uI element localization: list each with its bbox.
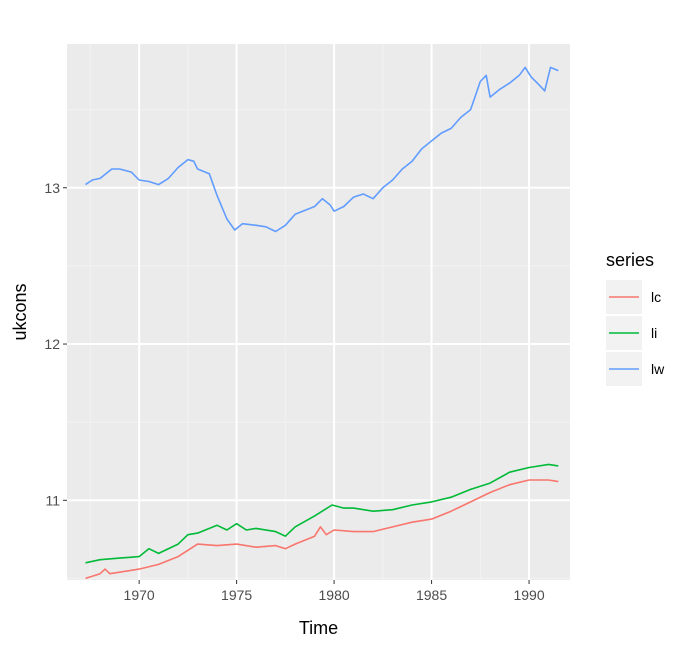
- legend-label-li: li: [651, 325, 657, 341]
- y-tick-label: 13: [44, 180, 60, 196]
- x-tick-label: 1970: [124, 587, 155, 603]
- series-line-li: [85, 463, 559, 564]
- y-axis-title: ukcons: [10, 283, 30, 340]
- minor-gridlines: [67, 44, 570, 580]
- y-axis: 11 12 13: [44, 180, 67, 508]
- legend-label-lc: lc: [651, 289, 661, 305]
- x-tick-label: 1975: [221, 587, 252, 603]
- series-lines: [85, 66, 559, 580]
- y-tick-label: 12: [44, 336, 60, 352]
- y-tick-label: 11: [45, 492, 60, 508]
- x-tick-label: 1980: [319, 587, 350, 603]
- plot-panel: [67, 44, 570, 580]
- major-gridlines: [67, 44, 570, 580]
- x-tick-label: 1990: [513, 587, 544, 603]
- legend: series lc li lw: [606, 250, 665, 386]
- legend-label-lw: lw: [651, 361, 665, 377]
- x-tick-label: 1985: [416, 587, 447, 603]
- x-axis: 1970 1975 1980 1985 1990: [124, 580, 545, 603]
- x-axis-title: Time: [299, 618, 338, 638]
- legend-title: series: [606, 250, 654, 270]
- series-line-lw: [85, 66, 559, 233]
- series-line-lc: [85, 479, 559, 580]
